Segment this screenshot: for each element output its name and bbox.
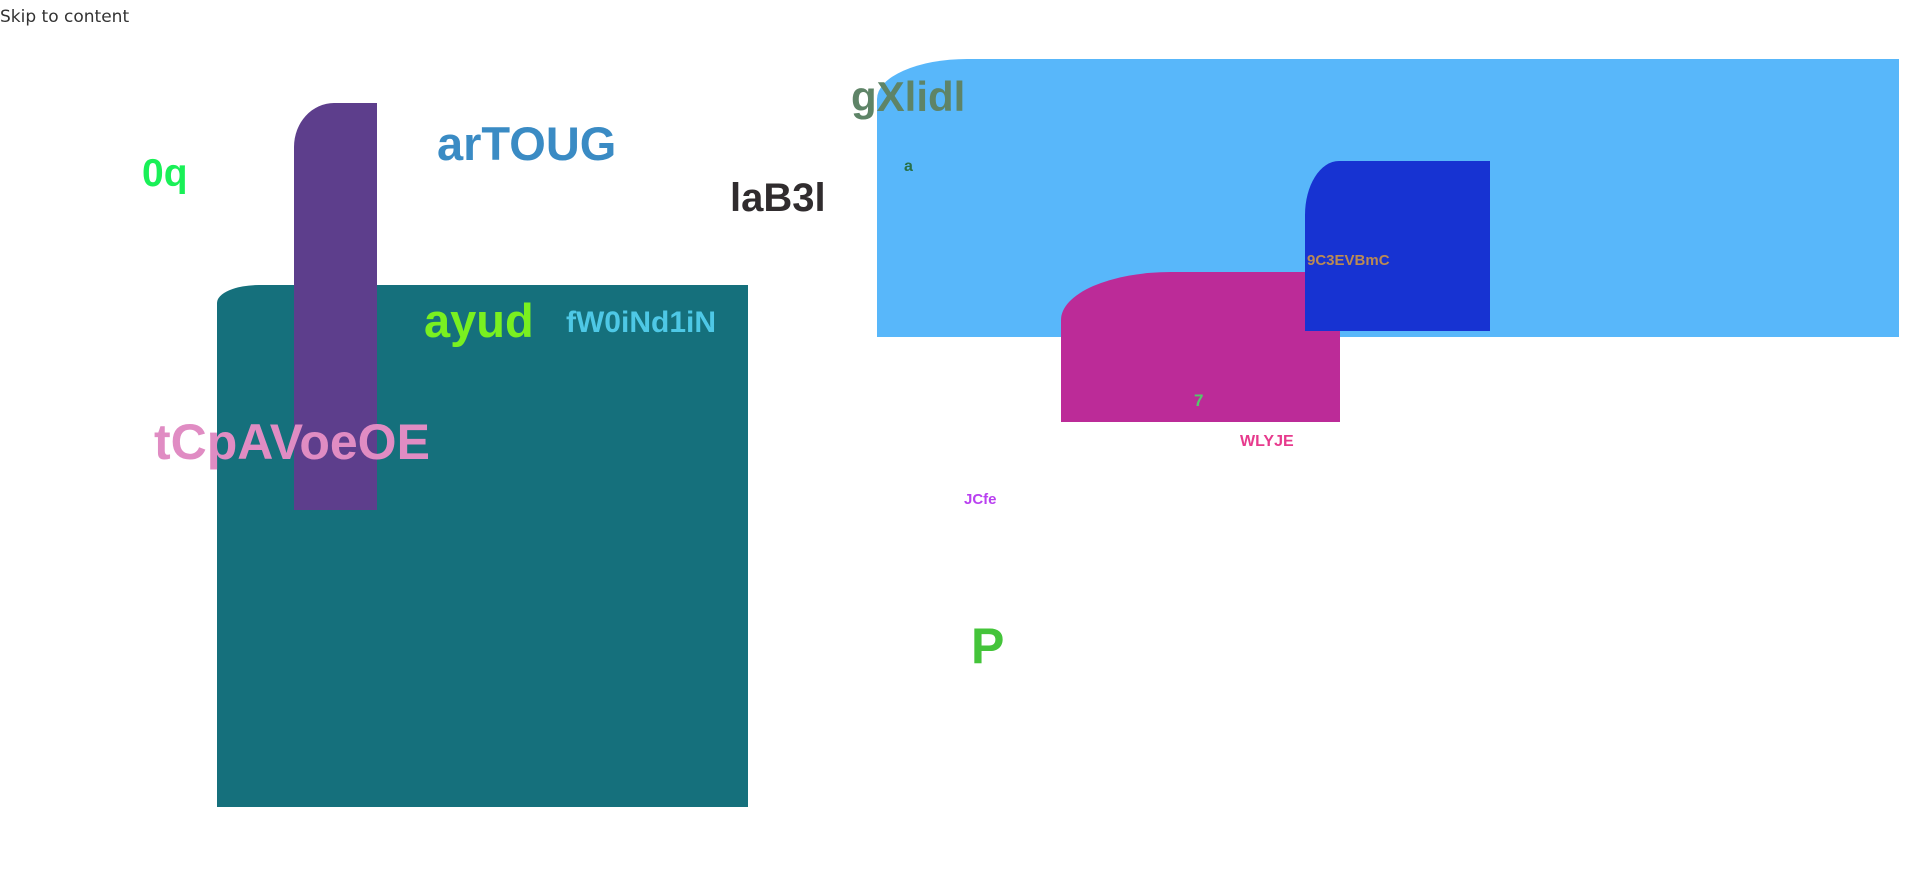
skip-to-content-link[interactable]: Skip to content: [0, 7, 130, 27]
label-artoug: arTOUG: [437, 117, 617, 170]
label-wlyje: WLYJE: [1240, 433, 1294, 450]
label-7: 7: [1194, 391, 1204, 410]
label-0q: 0q: [142, 152, 188, 195]
label-a: a: [904, 158, 913, 175]
magenta-panel: [1061, 272, 1340, 422]
label-lab3l: laB3l: [730, 176, 826, 220]
label-jcfe: JCfe: [964, 491, 997, 508]
label-p: P: [971, 618, 1005, 674]
label-9c3evbmc: 9C3EVBmC: [1307, 252, 1390, 269]
label-gxlidl: gXlidl: [851, 73, 966, 120]
label-ayud: ayud: [424, 294, 534, 347]
purple-bar: [294, 103, 377, 510]
label-fw0ind1in: fW0iNd1iN: [566, 306, 716, 339]
label-tcpavoeoe: tCpAVoeOE: [154, 414, 430, 470]
blue-panel: [1305, 161, 1490, 331]
